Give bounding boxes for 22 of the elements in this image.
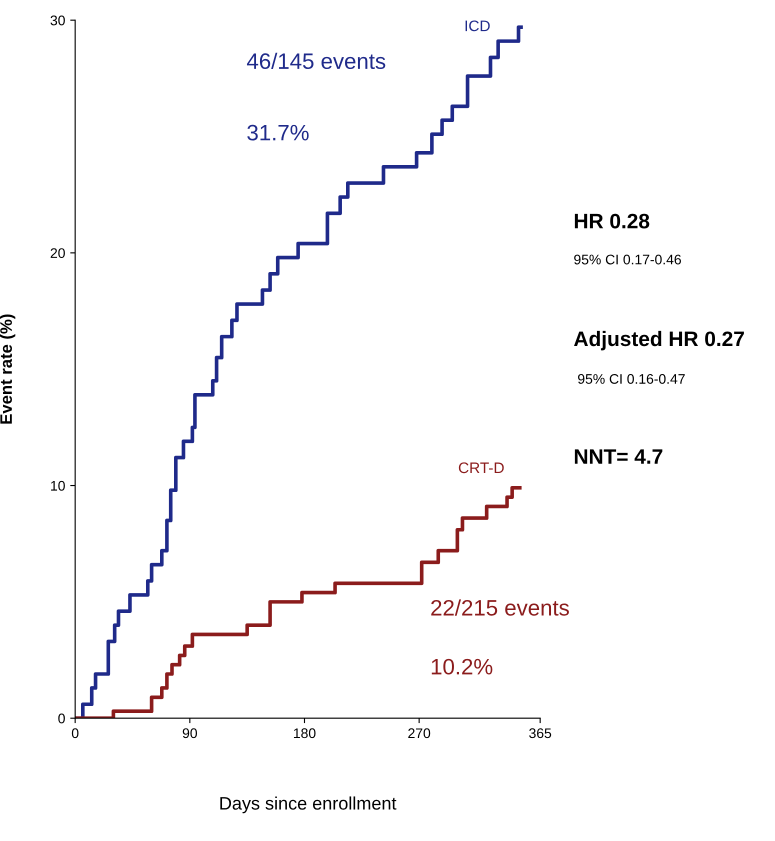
- x-axis-title: Days since enrollment: [220, 796, 396, 814]
- y-tick-label: 20: [50, 248, 65, 258]
- annotation: 22/215 events: [431, 599, 569, 616]
- text: Adjusted HR 0.27: [574, 330, 744, 350]
- text: HR 0.28: [574, 214, 650, 228]
- x-tick-label: 90: [182, 728, 198, 738]
- series-label: ICD: [466, 20, 490, 32]
- x-tick-label: 180: [294, 728, 316, 738]
- y-tick-label: 0: [58, 714, 65, 724]
- y-tick-label: 10: [51, 480, 65, 491]
- series-label: CRT-D: [458, 462, 504, 474]
- x-tick-label: 365: [529, 728, 552, 738]
- x-tick-label: 0: [72, 728, 78, 738]
- text: NNT= 4.7: [574, 449, 662, 464]
- text: 95% CI 0.17-0.46: [574, 254, 681, 264]
- y-tick-label: 30: [50, 16, 65, 26]
- annotation: 31.7%: [247, 124, 309, 141]
- text: 95% CI 0.16-0.47: [578, 374, 685, 384]
- annotation: 10.2%: [432, 658, 492, 675]
- annotation: 46/145 events: [246, 52, 386, 70]
- y-axis-title: Event rate (%): [0, 314, 16, 424]
- x-tick-label: 270: [408, 728, 430, 738]
